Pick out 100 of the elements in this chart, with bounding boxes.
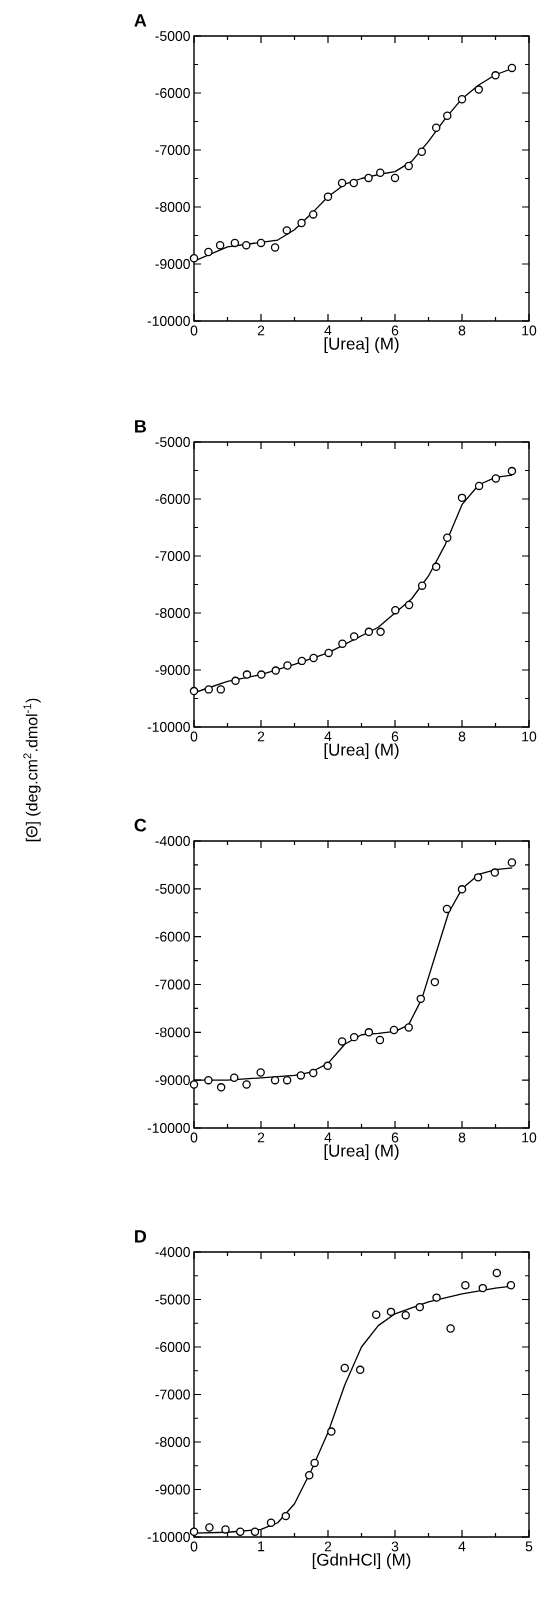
y-tick-label: -5000 — [155, 437, 190, 447]
point — [323, 192, 333, 201]
y-tick-label: -9000 — [155, 1075, 190, 1086]
x-tick-label: 1 — [258, 1541, 265, 1552]
x-tick-label: 8 — [458, 1132, 466, 1143]
point — [461, 1281, 470, 1290]
point — [443, 111, 452, 121]
point — [391, 605, 400, 615]
point — [417, 147, 427, 156]
x-tick-label: 4 — [324, 1132, 332, 1143]
y-tick-label: -8000 — [155, 1437, 190, 1447]
point — [355, 1365, 365, 1375]
point — [257, 670, 266, 679]
point — [432, 1293, 441, 1302]
point — [189, 1527, 199, 1537]
point — [364, 1028, 374, 1037]
y-tick-label: -10000 — [147, 722, 190, 732]
y-tick-label: -6000 — [155, 1342, 190, 1352]
point — [364, 173, 373, 183]
y-tick-label: -5000 — [155, 883, 190, 894]
point — [242, 1080, 251, 1089]
y-tick-label: -8000 — [155, 608, 190, 618]
y-tick-label: -6000 — [155, 88, 190, 98]
point — [309, 653, 318, 663]
point — [390, 173, 400, 183]
point — [204, 685, 213, 694]
point — [386, 1307, 396, 1317]
point — [340, 1363, 349, 1373]
point — [430, 977, 440, 987]
point — [376, 168, 385, 178]
point — [457, 95, 467, 104]
point — [235, 1527, 245, 1537]
point — [256, 1068, 265, 1077]
point — [283, 661, 292, 670]
y-tick-label: -9000 — [155, 1484, 190, 1495]
chart-title: D — [135, 1230, 147, 1243]
point — [446, 1324, 455, 1333]
point — [309, 210, 318, 219]
point — [230, 238, 240, 248]
x-tick-label: 8 — [458, 731, 466, 742]
point — [270, 1075, 280, 1085]
point — [404, 1023, 413, 1032]
point — [216, 685, 226, 694]
x-tick-label: 6 — [391, 325, 399, 336]
point — [364, 627, 374, 637]
point — [401, 1310, 410, 1320]
point — [349, 632, 359, 641]
chart-title: A — [134, 14, 147, 27]
point — [324, 648, 333, 658]
point — [337, 1037, 347, 1046]
y-tick-label: -10000 — [147, 1123, 190, 1133]
point — [490, 868, 500, 877]
y-tick-label: -6000 — [155, 494, 190, 504]
y-tick-label: -5000 — [155, 1294, 190, 1305]
point — [473, 873, 483, 882]
y-tick-label: -9000 — [155, 259, 190, 269]
x-tick-label: 6 — [391, 731, 399, 742]
point — [372, 1310, 381, 1319]
point — [457, 885, 467, 894]
point — [189, 1080, 199, 1089]
point — [309, 1068, 318, 1078]
point — [375, 1035, 385, 1045]
point — [491, 71, 500, 80]
y-axis-title: [Θ] (deg.cm$^{2}$.dmol$^{-1}$) — [23, 698, 41, 842]
point — [338, 639, 347, 649]
point — [266, 1518, 276, 1528]
x-tick-label: 0 — [190, 1132, 198, 1143]
point — [349, 178, 359, 188]
y-tick-label: -8000 — [155, 1027, 190, 1038]
point — [416, 994, 426, 1004]
point — [221, 1525, 230, 1534]
x-tick-label: 10 — [522, 1132, 537, 1143]
point — [327, 1427, 336, 1436]
x-tick-label: 10 — [522, 731, 537, 742]
point — [205, 1523, 214, 1532]
point — [431, 562, 441, 572]
y-tick-label: -10000 — [147, 316, 190, 326]
x-tick-label: 4 — [458, 1541, 466, 1552]
y-tick-label: -8000 — [155, 202, 190, 212]
point — [507, 63, 517, 73]
point — [443, 533, 452, 542]
x-tick-label: 10 — [522, 325, 537, 336]
point — [349, 1032, 359, 1042]
point — [478, 1283, 488, 1293]
point — [215, 240, 225, 250]
y-tick-label: -7000 — [155, 979, 190, 990]
point — [491, 474, 501, 483]
point — [231, 676, 240, 686]
point — [256, 238, 266, 248]
y-tick-label: -7000 — [155, 551, 190, 561]
point — [281, 1511, 291, 1521]
point — [270, 243, 280, 252]
y-tick-label: -4000 — [155, 1247, 190, 1257]
point — [389, 1025, 399, 1035]
point — [204, 247, 213, 257]
point — [305, 1471, 314, 1480]
point — [474, 85, 483, 94]
x-tick-label: 5 — [525, 1541, 533, 1552]
point — [337, 178, 347, 188]
x-axis-title: [Urea] (M) — [324, 337, 399, 354]
